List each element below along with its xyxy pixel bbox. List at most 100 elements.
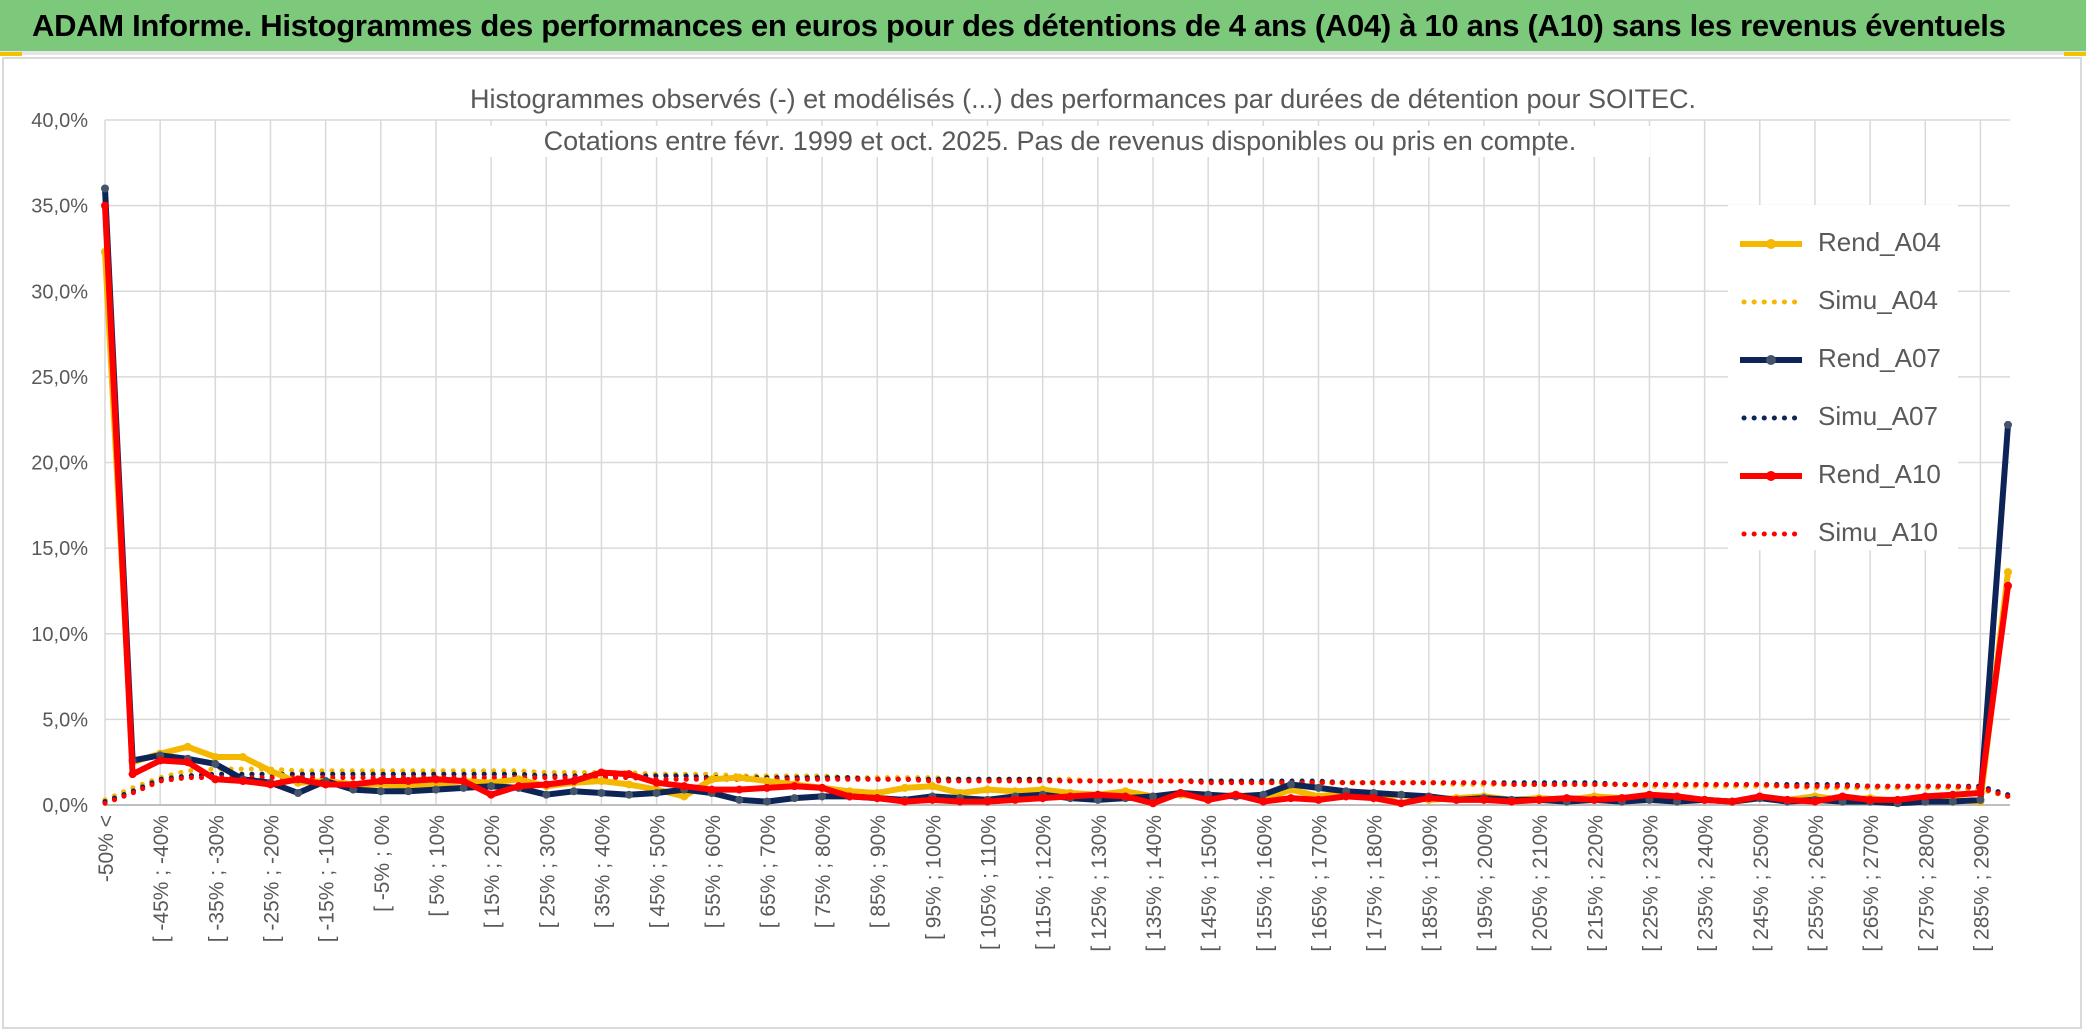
legend-swatch-Rend_A04: [1740, 239, 1802, 249]
point-Rend_A07: [459, 783, 468, 792]
x-tick-label: [ 245% ; 250%: [1750, 815, 1773, 952]
point-Rend_A10: [128, 770, 137, 779]
point-Rend_A10: [1810, 797, 1819, 806]
legend-item-Simu_A04: Simu_A04: [1738, 283, 1958, 323]
point-Rend_A10: [1617, 794, 1626, 803]
legend-label: Rend_A07: [1818, 343, 1941, 373]
x-tick-label: [ -35% ; -30%: [205, 815, 228, 942]
point-Rend_A07: [597, 789, 606, 798]
point-Rend_A07: [211, 759, 220, 768]
legend-label: Simu_A04: [1818, 285, 1938, 315]
grid-lines: [104, 119, 2010, 806]
x-tick-label: [ 165% ; 170%: [1309, 815, 1332, 952]
x-tick-label: [ 195% ; 200%: [1474, 815, 1497, 952]
series-Simu_A04: [102, 766, 2011, 803]
legend-label: Simu_A07: [1818, 401, 1938, 431]
x-tick-label: [ 25% ; 30%: [536, 815, 559, 928]
y-axis-tick-labels: 0,0% 5,0% 10,0% 15,0% 20,0% 25,0% 30,0% 35,0% 40…: [31, 110, 88, 817]
x-tick-label: [ 35% ; 40%: [591, 815, 614, 928]
x-tick-label: [ 55% ; 60%: [702, 815, 725, 928]
point-Rend_A07: [101, 184, 109, 193]
point-Rend_A07: [487, 782, 496, 791]
x-tick-label: [ 225% ; 230%: [1639, 815, 1662, 952]
point-Rend_A10: [376, 777, 385, 786]
x-tick-label: [ 125% ; 130%: [1088, 815, 1111, 952]
point-Rend_A10: [1314, 795, 1323, 804]
point-Rend_A07: [790, 794, 799, 803]
point-Rend_A07: [1976, 795, 1985, 804]
y-tick-label: 5,0%: [42, 709, 88, 731]
x-tick-label: [ 105% ; 110%: [978, 815, 1001, 950]
point-Rend_A10: [1921, 792, 1930, 801]
point-Rend_A10: [1700, 795, 1709, 804]
point-Rend_A10: [404, 777, 413, 786]
point-Rend_A10: [321, 780, 330, 789]
x-tick-label: [ 45% ; 50%: [647, 815, 670, 928]
point-Rend_A10: [1948, 790, 1957, 799]
point-Rend_A04: [183, 742, 192, 751]
x-tick-label: [ 95% ; 100%: [922, 815, 945, 940]
point-Rend_A10: [1093, 790, 1102, 799]
series-Rend_A04: [101, 247, 2012, 806]
point-Rend_A10: [1121, 792, 1130, 801]
point-Rend_A10: [156, 756, 165, 765]
point-Rend_A04: [900, 783, 909, 792]
series-line-Simu_A07: [102, 771, 2011, 805]
point-Rend_A07: [2004, 420, 2012, 429]
point-Rend_A10: [1176, 789, 1185, 798]
banner-corner-left: [0, 52, 22, 56]
x-tick-label: [ 265% ; 270%: [1860, 815, 1883, 952]
point-Rend_A10: [955, 797, 964, 806]
point-Rend_A04: [762, 777, 771, 786]
point-Rend_A10: [431, 775, 440, 784]
point-Rend_A10: [1231, 790, 1240, 799]
y-tick-label: 20,0%: [31, 453, 88, 475]
y-tick-label: 40,0%: [31, 110, 88, 132]
series-line-Simu_A04: [102, 766, 2011, 803]
banner-title: ADAM Informe. Histogrammes des performan…: [32, 8, 2006, 43]
point-Rend_A04: [238, 753, 247, 762]
point-Rend_A10: [183, 758, 192, 767]
point-Rend_A10: [1562, 794, 1571, 803]
point-Rend_A10: [1976, 789, 1985, 798]
point-Rend_A10: [1728, 797, 1737, 806]
y-tick-label: 0,0%: [42, 795, 88, 817]
point-Rend_A10: [818, 783, 827, 792]
x-tick-label: [ 285% ; 290%: [1970, 815, 1993, 952]
x-tick-label: [ 275% ; 280%: [1915, 815, 1938, 952]
legend-item-Simu_A07: Simu_A07: [1738, 399, 1958, 439]
point-Rend_A04: [2004, 568, 2012, 577]
point-Rend_A10: [211, 775, 220, 784]
point-Rend_A07: [569, 787, 578, 796]
legend-swatch-Rend_A10: [1740, 471, 1802, 481]
legend-swatch-Simu_A10: [1741, 531, 1803, 537]
point-Rend_A10: [790, 782, 799, 791]
point-Rend_A07: [652, 789, 661, 798]
legend-item-Rend_A10: Rend_A10: [1738, 457, 1958, 497]
x-tick-label: [ 215% ; 220%: [1584, 815, 1607, 952]
point-Rend_A10: [1590, 795, 1599, 804]
point-Rend_A04: [211, 753, 220, 762]
point-Rend_A04: [735, 773, 744, 782]
point-Rend_A10: [1259, 797, 1268, 806]
point-Rend_A10: [1397, 799, 1406, 808]
legend-label: Rend_A10: [1818, 459, 1941, 489]
point-Rend_A10: [1204, 795, 1213, 804]
series-line-Rend_A07: [102, 188, 2011, 807]
point-Rend_A07: [431, 785, 440, 794]
x-tick-label: [ -5% ; 0%: [371, 815, 394, 912]
point-Rend_A10: [238, 777, 247, 786]
x-tick-label: [ -15% ; -10%: [316, 815, 339, 942]
point-Rend_A04: [625, 780, 634, 789]
point-Rend_A10: [2004, 581, 2012, 590]
point-Rend_A10: [266, 780, 275, 789]
point-Rend_A07: [625, 790, 634, 799]
point-Rend_A04: [983, 785, 992, 794]
x-tick-label: [ -45% ; -40%: [150, 815, 173, 942]
point-Rend_A07: [762, 797, 771, 806]
y-tick-label: 15,0%: [31, 538, 88, 560]
point-Rend_A10: [101, 201, 109, 210]
point-Rend_A10: [1507, 797, 1516, 806]
point-Rend_A07: [294, 789, 303, 798]
point-Rend_A10: [1038, 794, 1047, 803]
